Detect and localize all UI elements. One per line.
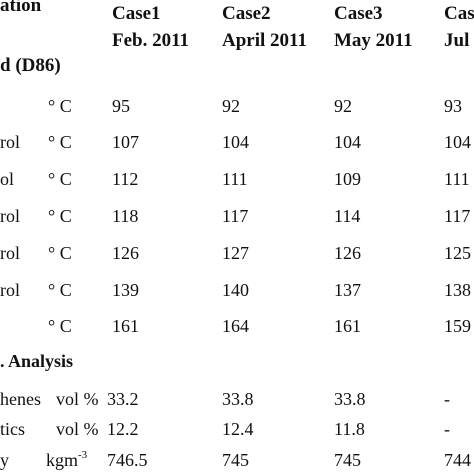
density-value-case4: 744 [444, 450, 471, 470]
density-unit: kgm-3 [46, 449, 88, 470]
row-label: rol [0, 243, 20, 263]
row-value-case2: 140 [222, 280, 249, 300]
row-value-case1: 107 [112, 132, 139, 152]
row-value-case4: 125 [444, 243, 471, 263]
density-value-case1: 746.5 [107, 450, 148, 470]
row-value-case3: 161 [334, 316, 361, 336]
row-label: rol [0, 206, 20, 226]
analysis-value-case3: 33.8 [334, 389, 366, 409]
header-case4-line1: Cas [444, 3, 474, 24]
row-value-case1: 118 [112, 206, 139, 226]
row-value-case2: 117 [222, 206, 249, 226]
header-case2-line2: April 2011 [222, 30, 307, 51]
row-unit: ° C [48, 169, 72, 189]
row-unit: ° C [48, 280, 72, 300]
row-label: ol [0, 169, 15, 189]
row-value-case1: 139 [112, 280, 139, 300]
header-case3-line2: May 2011 [334, 30, 413, 51]
row-unit: ° C [48, 96, 72, 116]
row-value-case2: 111 [222, 169, 248, 189]
row-label: rol [0, 132, 20, 152]
analysis-value-case1: 33.2 [107, 389, 139, 409]
analysis-value-case2: 12.4 [222, 419, 254, 439]
density-unit-base: kgm [46, 450, 79, 470]
analysis-row-unit: vol % [56, 389, 99, 409]
row-value-case1: 95 [112, 96, 130, 116]
row-value-case2: 92 [222, 96, 240, 116]
density-row-label: y [0, 450, 9, 470]
density-value-case2: 745 [222, 450, 249, 470]
analysis-row-label: henes [0, 389, 41, 409]
header-case1-line2: Feb. 2011 [112, 30, 190, 51]
row-value-case4: 117 [444, 206, 471, 226]
row-value-case4: 159 [444, 316, 471, 336]
row-value-case3: 137 [334, 280, 361, 300]
analysis-row-unit: vol % [56, 419, 99, 439]
row-unit: ° C [48, 316, 72, 336]
row-value-case3: 126 [334, 243, 361, 263]
row-value-case1: 161 [112, 316, 139, 336]
row-value-case2: 164 [222, 316, 249, 336]
row-label: rol [0, 280, 20, 300]
analysis-value-case1: 12.2 [107, 419, 139, 439]
analysis-value-case4: - [444, 419, 450, 439]
row-value-case1: 112 [112, 169, 139, 189]
row-value-case1: 126 [112, 243, 139, 263]
row-unit: ° C [48, 243, 72, 263]
row-value-case3: 92 [334, 96, 352, 116]
header-case3-line1: Case3 [334, 3, 383, 24]
analysis-value-case2: 33.8 [222, 389, 254, 409]
row-value-case4: 104 [444, 132, 471, 152]
row-value-case2: 104 [222, 132, 249, 152]
analysis-row-label: tics [0, 419, 25, 439]
row-value-case3: 109 [334, 169, 361, 189]
row-unit: ° C [48, 132, 72, 152]
analysis-section-title: . Analysis [0, 351, 74, 371]
row-value-case2: 127 [222, 243, 249, 263]
header-case1-line1: Case1 [112, 3, 161, 24]
density-unit-exponent: -3 [78, 449, 88, 461]
analysis-value-case3: 11.8 [334, 419, 365, 439]
header-case4-line2: Jul [444, 30, 470, 51]
analysis-value-case4: - [444, 389, 450, 409]
row-value-case3: 104 [334, 132, 361, 152]
header-col0-line2: d (D86) [0, 55, 61, 76]
header-col0-line1: ation [0, 0, 42, 16]
header-case2-line1: Case2 [222, 3, 271, 24]
row-value-case3: 114 [334, 206, 361, 226]
density-value-case3: 745 [334, 450, 361, 470]
row-value-case4: 138 [444, 280, 471, 300]
row-value-case4: 111 [444, 169, 470, 189]
row-value-case4: 93 [444, 96, 462, 116]
row-unit: ° C [48, 206, 72, 226]
